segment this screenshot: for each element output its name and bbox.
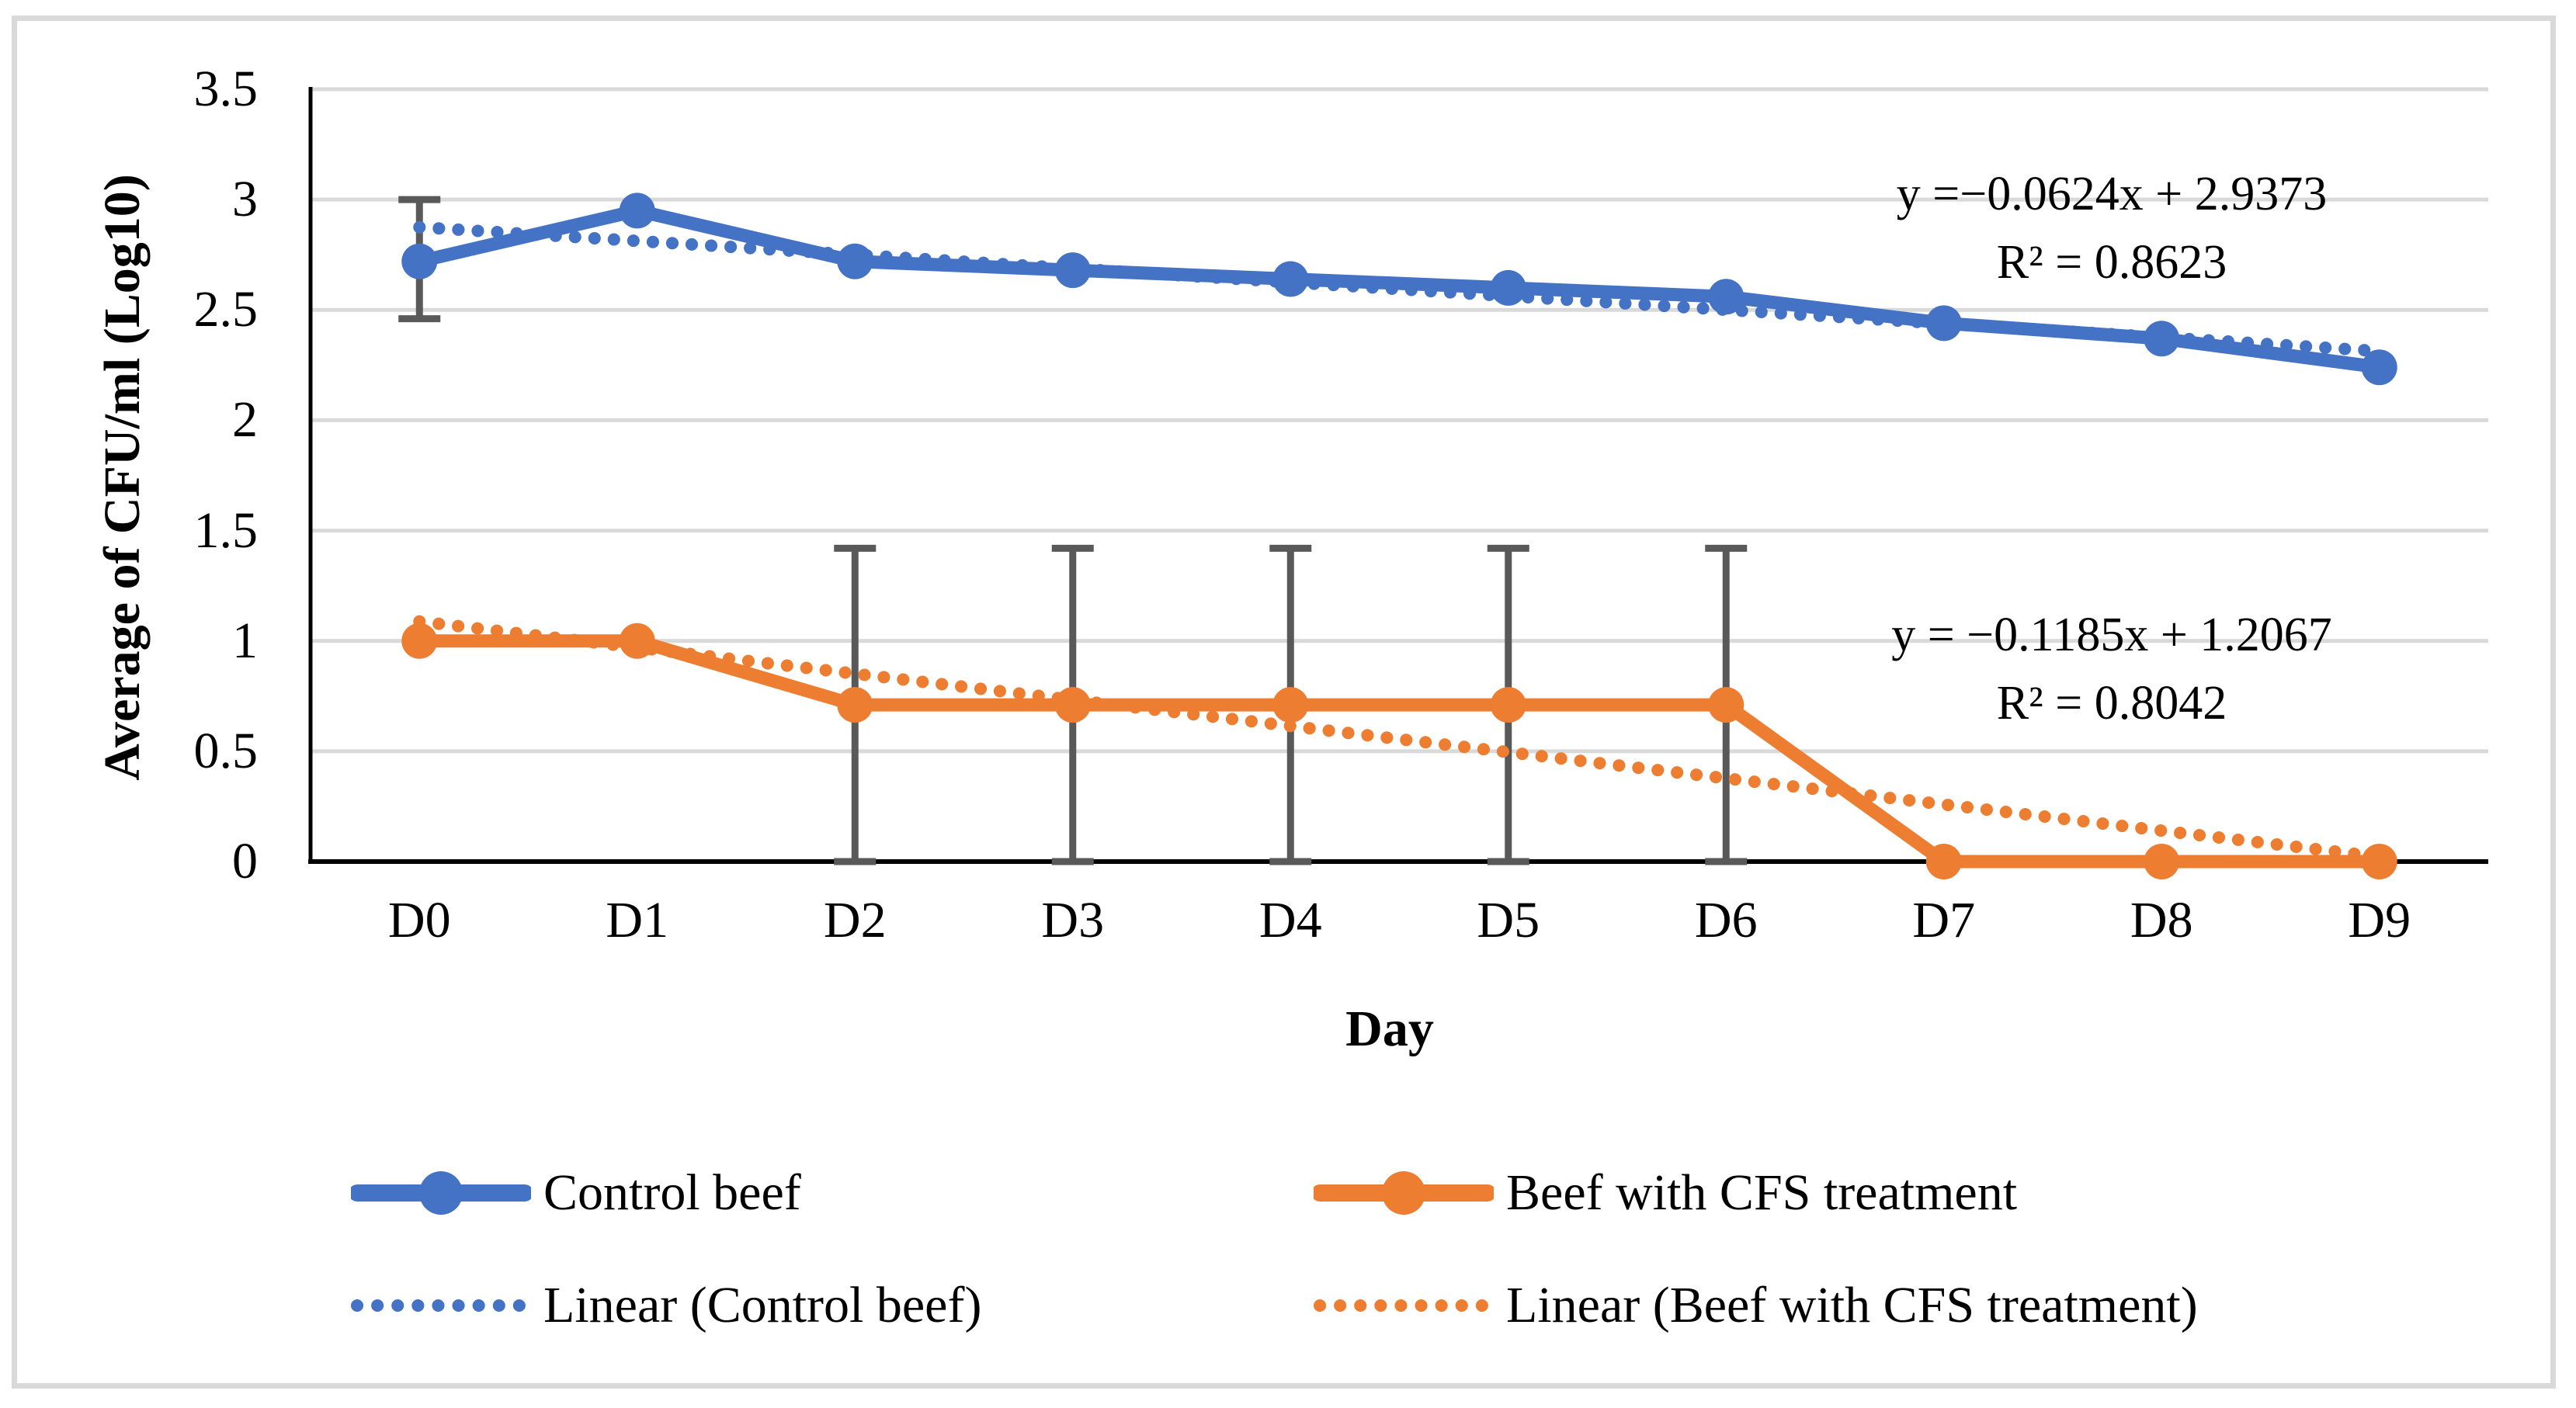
series-line-control-beef (412, 203, 2387, 374)
marker-beef-with-cfs-treatment-d4 (1272, 687, 1309, 723)
control-trendline-annotation: y =−0.0624x + 2.9373 R² = 0.8623 (1724, 160, 2500, 297)
legend-label: Control beef (543, 1164, 801, 1221)
y-tick-label-2-5: 2.5 (193, 281, 259, 338)
legend-item-linear-beef-with-cfs-treatment: Linear (Beef with CFS treatment) (1314, 1271, 2198, 1340)
y-tick-label-0: 0 (232, 833, 258, 890)
y-tick-label-3-5: 3.5 (193, 61, 259, 117)
marker-beef-with-cfs-treatment-d6 (1708, 687, 1745, 723)
control-equation-text: y =−0.0624x + 2.9373 (1896, 168, 2328, 220)
gridlines (311, 87, 2488, 754)
legend-item-control-beef: Control beef (351, 1158, 801, 1228)
x-tick-label-d7: D7 (1912, 892, 1976, 948)
marker-beef-with-cfs-treatment-d8 (2144, 844, 2180, 879)
legend-marker-dot (419, 1171, 463, 1215)
y-tick-label-1: 1 (232, 612, 258, 669)
line-marker-swatch-icon (1314, 1171, 1494, 1215)
marker-beef-with-cfs-treatment-d9 (2361, 844, 2397, 879)
control-r-squared-text: R² = 0.8623 (1996, 236, 2227, 289)
cfs-r-squared-text: R² = 0.8042 (1996, 677, 2227, 730)
legend-label: Linear (Beef with CFS treatment) (1506, 1277, 2198, 1333)
marker-beef-with-cfs-treatment-d3 (1054, 687, 1091, 723)
x-tick-label-d9: D9 (2348, 892, 2411, 948)
y-tick-label-3: 3 (232, 171, 258, 228)
x-tick-label-d4: D4 (1258, 892, 1322, 948)
figure-border (12, 16, 2556, 1389)
cfs-equation-text: y = −0.1185x + 1.2067 (1891, 609, 2332, 661)
marker-control-beef-d5 (1490, 269, 1526, 306)
marker-beef-with-cfs-treatment-d5 (1490, 687, 1526, 723)
legend-label: Beef with CFS treatment (1506, 1164, 2018, 1221)
marker-control-beef-d6 (1708, 279, 1745, 315)
x-tick-label-d2: D2 (823, 892, 887, 948)
y-tick-label-0-5: 0.5 (193, 722, 259, 779)
line-marker-swatch-icon (351, 1171, 531, 1215)
y-axis-title: Average of CFU/ml (Log10) (94, 174, 151, 781)
y-tick-label-2: 2 (232, 391, 258, 449)
marker-control-beef-d3 (1054, 252, 1091, 289)
x-tick-label-d0: D0 (387, 892, 451, 948)
trendlines (413, 220, 2386, 863)
marker-beef-with-cfs-treatment-d2 (837, 687, 873, 723)
x-axis-title: Day (1345, 1001, 1434, 1057)
cfs-trendline-annotation: y = −0.1185x + 1.2067 R² = 0.8042 (1724, 601, 2500, 737)
series-lines (412, 203, 2387, 869)
legend-item-beef-with-cfs-treatment: Beef with CFS treatment (1314, 1158, 2017, 1228)
x-tick-label-d5: D5 (1477, 892, 1540, 948)
legend-marker-dot (1382, 1171, 1425, 1215)
marker-beef-with-cfs-treatment-d7 (1925, 844, 1962, 879)
trendline-linear-beef-with-cfs-treatment (413, 615, 2386, 863)
x-tick-label-d6: D6 (1694, 892, 1758, 948)
marker-beef-with-cfs-treatment-d1 (619, 623, 655, 659)
marker-control-beef-d4 (1272, 261, 1309, 297)
x-tick-label-d3: D3 (1041, 892, 1105, 948)
dotted-line-swatch-icon (1314, 1299, 1494, 1312)
series-markers (401, 192, 2397, 879)
marker-control-beef-d8 (2144, 321, 2180, 357)
legend-label: Linear (Control beef) (543, 1277, 982, 1333)
series-line-beef-with-cfs-treatment (412, 634, 2387, 869)
marker-control-beef-d0 (401, 243, 438, 279)
dotted-line-swatch-icon (351, 1299, 531, 1312)
marker-control-beef-d2 (837, 243, 873, 279)
x-tick-label-d8: D8 (2130, 892, 2193, 948)
marker-control-beef-d9 (2361, 349, 2397, 386)
y-tick-label-1-5: 1.5 (193, 501, 259, 559)
marker-beef-with-cfs-treatment-d0 (401, 623, 438, 659)
marker-control-beef-d7 (1925, 305, 1962, 342)
marker-control-beef-d1 (619, 192, 655, 229)
x-tick-label-d1: D1 (606, 892, 669, 948)
legend-item-linear-control-beef: Linear (Control beef) (351, 1271, 981, 1340)
